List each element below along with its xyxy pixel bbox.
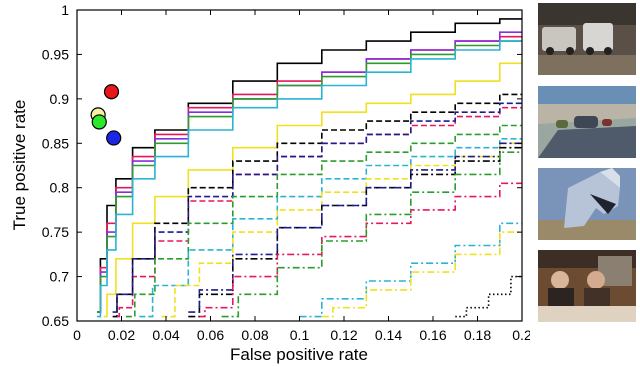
roc-chart: 0 0.02 0.04 0.06 0.08 0.1 0.12 0.14 0.16 0.18 0.2 0… bbox=[10, 2, 530, 364]
x-tick-label: 0.14 bbox=[375, 327, 402, 343]
x-tick-label: 0.08 bbox=[241, 327, 268, 343]
operating-point-4 bbox=[106, 130, 122, 146]
y-tick-label: 1 bbox=[61, 2, 69, 18]
y-tick-label: 0.65 bbox=[42, 313, 69, 329]
roc-curve-12 bbox=[161, 142, 522, 318]
y-axis-label: True positive rate bbox=[10, 100, 29, 231]
roc-curve-10 bbox=[125, 124, 522, 318]
x-tick-label: 0.1 bbox=[290, 327, 310, 343]
thumbnail-road-cars bbox=[538, 86, 636, 158]
roc-curve-15 bbox=[199, 182, 522, 318]
y-tick-label: 0.95 bbox=[42, 46, 69, 62]
roc-curve-6 bbox=[103, 62, 522, 318]
points-layer bbox=[90, 84, 122, 146]
roc-curve-17 bbox=[299, 222, 522, 318]
thumbnail-column bbox=[538, 0, 636, 367]
x-tick-label: 0.02 bbox=[108, 327, 135, 343]
roc-curve-7 bbox=[112, 93, 522, 318]
series-layer bbox=[97, 18, 522, 318]
x-tick-label: 0.06 bbox=[197, 327, 224, 343]
y-tick-label: 0.85 bbox=[42, 135, 69, 151]
roc-curve-5 bbox=[97, 40, 522, 318]
thumbnail-horse bbox=[538, 168, 636, 240]
ticks-layer: 0 0.02 0.04 0.06 0.08 0.1 0.12 0.14 0.16 0.18 0.2 0… bbox=[42, 2, 530, 343]
roc-curve-3 bbox=[97, 31, 522, 313]
y-tick-label: 0.7 bbox=[50, 269, 70, 285]
roc-curve-14 bbox=[188, 142, 522, 313]
x-tick-label: 0.18 bbox=[464, 327, 491, 343]
x-tick-label: 0 bbox=[73, 327, 81, 343]
thumbnail-people-indoor bbox=[538, 250, 636, 322]
x-tick-label: 0.2 bbox=[512, 327, 530, 343]
roc-curve-18 bbox=[321, 231, 522, 318]
y-tick-label: 0.75 bbox=[42, 224, 69, 240]
x-tick-label: 0.12 bbox=[330, 327, 357, 343]
x-tick-label: 0.04 bbox=[152, 327, 179, 343]
operating-point-1 bbox=[103, 84, 120, 100]
thumbnail-street-vans bbox=[538, 3, 636, 75]
roc-curve-13 bbox=[188, 146, 522, 318]
roc-curve-1 bbox=[97, 18, 522, 313]
roc-curve-9 bbox=[112, 102, 522, 313]
x-axis-label: False positive rate bbox=[230, 345, 368, 364]
x-tick-label: 0.16 bbox=[419, 327, 446, 343]
y-tick-label: 0.8 bbox=[50, 180, 70, 196]
roc-curve-16 bbox=[221, 151, 522, 318]
roc-curve-11 bbox=[139, 138, 522, 318]
operating-point-3 bbox=[91, 114, 107, 130]
y-tick-label: 0.9 bbox=[50, 91, 70, 107]
roc-curve-19 bbox=[455, 275, 522, 318]
